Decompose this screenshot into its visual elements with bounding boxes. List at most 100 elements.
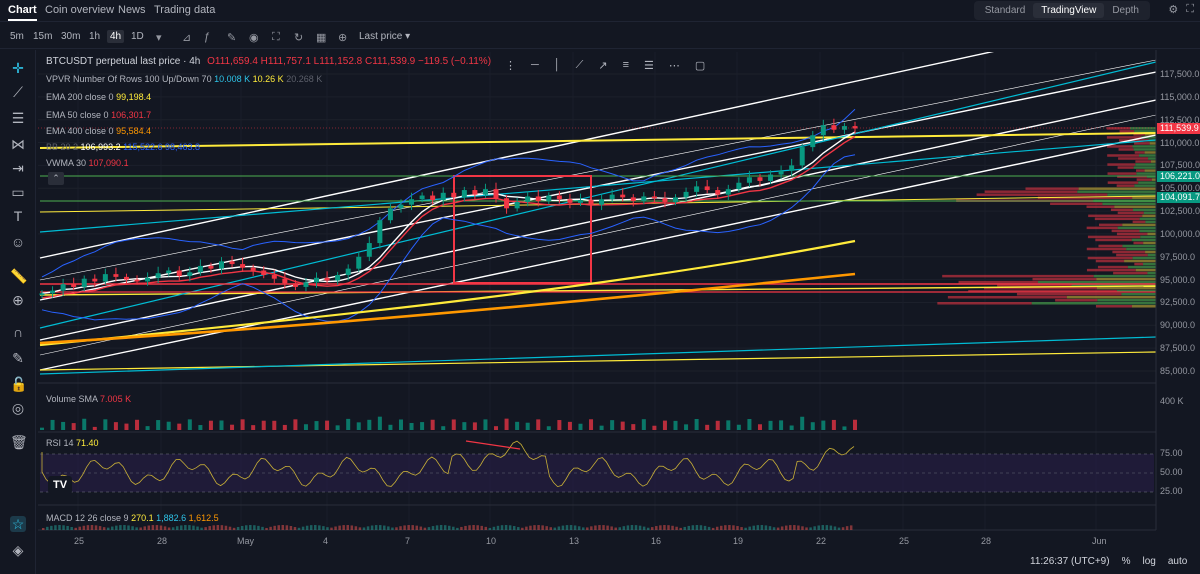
crosshair-icon[interactable]: ✛ — [12, 60, 24, 76]
macd-bar — [655, 526, 658, 530]
legend-ema50[interactable]: EMA 50 close 0 106,301.7 — [46, 110, 152, 120]
layers-icon[interactable]: ◈ — [12, 542, 24, 558]
indicators-icon[interactable]: ƒ — [204, 31, 211, 43]
zoom-icon[interactable]: ⊕ — [12, 292, 24, 308]
macd-bar — [776, 527, 780, 530]
price-mode-select[interactable]: Last price ▾ — [359, 31, 411, 42]
collapse-legend-icon[interactable]: ⌃ — [48, 172, 64, 185]
macd-bar — [90, 525, 94, 530]
timeframe-30m[interactable]: 30m — [61, 31, 81, 42]
eye-icon[interactable]: ◎ — [11, 400, 25, 416]
candle-body — [852, 126, 858, 129]
log-toggle[interactable]: log — [1142, 556, 1156, 567]
timeframe-4h[interactable]: 4h — [107, 30, 125, 43]
trend-line-icon[interactable]: ⟋ — [13, 84, 23, 100]
chart-type-icon[interactable]: ⊿ — [182, 32, 192, 44]
volume-bar — [230, 424, 235, 430]
object-tree-icon[interactable]: ☆ — [10, 516, 26, 532]
profile-bar — [1134, 142, 1150, 145]
consolidation-box[interactable] — [453, 175, 592, 284]
settings-icon[interactable]: ⚙ — [1168, 4, 1179, 16]
trend-line — [39, 132, 1156, 149]
price-axis-label: 102,500.0 — [1160, 206, 1200, 217]
price-axis-label: 117,500.0 — [1160, 69, 1200, 79]
timeframe-5m[interactable]: 5m — [10, 31, 24, 42]
volume-bar — [694, 419, 699, 430]
profile-bar — [1096, 305, 1132, 308]
macd-bar — [537, 525, 540, 530]
legend-ema400[interactable]: EMA 400 close 0 95,584.4 — [46, 126, 152, 136]
ray-icon[interactable]: ↗ — [598, 59, 608, 72]
macd-bar — [760, 525, 764, 530]
candle-body — [218, 261, 224, 269]
view-standard[interactable]: Standard — [984, 5, 1026, 16]
vertical-line-icon[interactable]: │ — [553, 59, 561, 71]
macd-bar — [569, 525, 573, 530]
projection-icon[interactable]: ⇥ — [12, 160, 24, 176]
profile-bar — [1032, 277, 1097, 281]
legend-vwma[interactable]: VWMA 30 107,090.1 — [46, 158, 129, 168]
volume-bar — [367, 419, 372, 430]
pitchfork-icon[interactable]: ☰ — [644, 59, 654, 72]
macd-bar — [111, 526, 114, 530]
candle-body — [208, 265, 214, 269]
horizontal-line-icon[interactable]: ─ — [531, 59, 539, 71]
candle-body — [799, 147, 805, 166]
ruler-icon[interactable]: 📏 — [10, 268, 28, 284]
profile-bar — [1135, 268, 1156, 272]
trash-icon[interactable]: 🗑 — [10, 434, 28, 450]
fib-channel-icon[interactable]: ⋯ — [668, 59, 680, 72]
fullscreen-icon[interactable]: ⛶ — [272, 31, 280, 43]
macd-bar — [175, 526, 179, 530]
profile-bar — [1135, 163, 1156, 166]
drag-handle-icon[interactable]: ⋮ — [505, 59, 516, 72]
legend-ema200[interactable]: EMA 200 close 0 99,198.4 — [46, 92, 152, 102]
expand-icon[interactable]: ⛶ — [1186, 3, 1194, 15]
volume-bar — [261, 420, 266, 430]
magnet-icon[interactable]: ∩ — [12, 324, 24, 340]
timeframe-15m[interactable]: 15m — [33, 31, 53, 42]
auto-toggle[interactable]: auto — [1167, 556, 1188, 567]
legend-macd[interactable]: MACD 12 26 close 9 270.1 1,882.6 1,612.5 — [46, 513, 219, 523]
symbol-legend[interactable]: BTCUSDT perpetual last price · 4h O111,6… — [46, 56, 492, 67]
parallel-channel-icon[interactable]: ≡ — [622, 59, 630, 71]
rectangle-tool-icon[interactable]: ▢ — [694, 59, 706, 72]
profile-bar — [1102, 202, 1156, 205]
add-icon[interactable]: ⊕ — [338, 32, 348, 44]
lock-drawing-icon[interactable]: ✎ — [12, 350, 24, 366]
volume-bar — [314, 421, 319, 430]
pencil-icon[interactable]: ✎ — [227, 32, 237, 44]
profile-bar — [1134, 130, 1156, 133]
tab-chart[interactable]: Chart — [8, 4, 37, 21]
candle-body — [662, 198, 668, 202]
timeframe-1d[interactable]: 1D — [131, 31, 144, 42]
rectangle-icon[interactable]: ▭ — [11, 184, 25, 200]
calendar-icon[interactable]: ▦ — [316, 32, 327, 44]
lock-icon[interactable]: 🔓 — [10, 376, 28, 392]
text-icon[interactable]: T — [13, 208, 23, 224]
candle-body — [261, 270, 267, 276]
emoji-icon[interactable]: ☺ — [10, 234, 26, 250]
volume-bar — [50, 419, 55, 430]
timeframe-1h[interactable]: 1h — [89, 31, 101, 42]
volume-bar — [124, 423, 129, 430]
macd-bar — [456, 527, 459, 530]
tab-coin-overview[interactable]: Coin overview — [45, 4, 115, 16]
percent-toggle[interactable]: % — [1121, 556, 1131, 567]
pattern-icon[interactable]: ⋈ — [11, 136, 25, 152]
view-depth[interactable]: Depth — [1112, 5, 1139, 16]
macd-bar — [512, 526, 516, 530]
camera-icon[interactable]: ◉ — [249, 32, 259, 44]
legend-rsi[interactable]: RSI 14 71.40 — [46, 438, 99, 448]
tab-news[interactable]: News — [118, 4, 146, 16]
chevron-down-icon[interactable]: ▾ — [156, 32, 162, 44]
tab-trading-data[interactable]: Trading data — [154, 4, 216, 16]
trend-line-icon[interactable]: ⟋ — [575, 58, 584, 71]
legend-vpvr[interactable]: VPVR Number Of Rows 100 Up/Down 70 10.00… — [46, 74, 323, 84]
reset-icon[interactable]: ↻ — [294, 32, 304, 44]
fib-icon[interactable]: ☰ — [11, 110, 25, 126]
view-tradingview[interactable]: TradingView — [1033, 3, 1105, 18]
legend-volume[interactable]: Volume SMA 7.005 K — [46, 394, 132, 404]
legend-bb[interactable]: BB 20 2 106,993.2 115,522.6 98,463.8 — [46, 142, 201, 152]
